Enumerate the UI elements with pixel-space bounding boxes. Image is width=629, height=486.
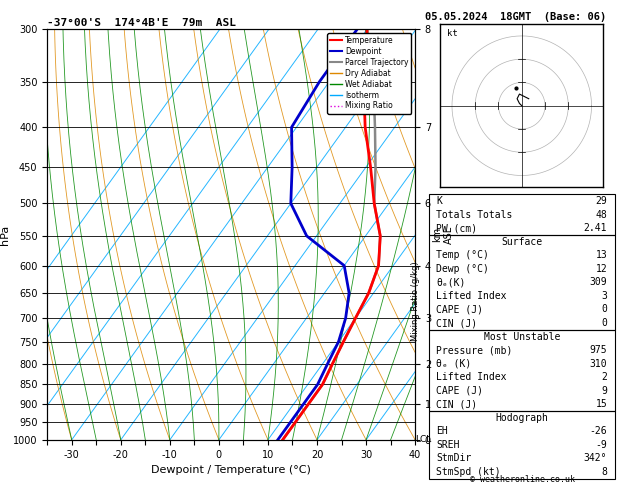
Text: SREH: SREH [437, 440, 460, 450]
Text: 29: 29 [596, 196, 607, 206]
Text: -26: -26 [589, 426, 607, 436]
Text: Hodograph: Hodograph [495, 413, 548, 423]
Bar [429, 194, 615, 235]
Text: 975: 975 [589, 345, 607, 355]
Text: EH: EH [437, 426, 448, 436]
Text: Pressure (mb): Pressure (mb) [437, 345, 513, 355]
Text: 342°: 342° [584, 453, 607, 464]
Text: 48: 48 [596, 209, 607, 220]
Text: Temp (°C): Temp (°C) [437, 250, 489, 260]
X-axis label: Dewpoint / Temperature (°C): Dewpoint / Temperature (°C) [151, 465, 311, 475]
Text: CIN (J): CIN (J) [437, 318, 477, 328]
Text: K: K [437, 196, 442, 206]
Text: 310: 310 [589, 359, 607, 369]
Text: 0: 0 [601, 318, 607, 328]
Text: -37°00'S  174°4B'E  79m  ASL: -37°00'S 174°4B'E 79m ASL [47, 18, 236, 28]
Text: StmDir: StmDir [437, 453, 472, 464]
Text: StmSpd (kt): StmSpd (kt) [437, 467, 501, 477]
Text: 05.05.2024  18GMT  (Base: 06): 05.05.2024 18GMT (Base: 06) [425, 12, 606, 22]
Text: Totals Totals: Totals Totals [437, 209, 513, 220]
Text: CIN (J): CIN (J) [437, 399, 477, 409]
Text: 9: 9 [601, 386, 607, 396]
Legend: Temperature, Dewpoint, Parcel Trajectory, Dry Adiabat, Wet Adiabat, Isotherm, Mi: Temperature, Dewpoint, Parcel Trajectory… [327, 33, 411, 114]
Text: PW (cm): PW (cm) [437, 223, 477, 233]
Bar [429, 330, 615, 411]
Text: 13: 13 [596, 250, 607, 260]
Text: 309: 309 [589, 278, 607, 287]
Text: -9: -9 [596, 440, 607, 450]
Text: 2.41: 2.41 [584, 223, 607, 233]
Text: θₑ (K): θₑ (K) [437, 359, 472, 369]
Text: Lifted Index: Lifted Index [437, 291, 507, 301]
Text: Most Unstable: Most Unstable [484, 331, 560, 342]
Bar [429, 411, 615, 479]
Text: 2: 2 [601, 372, 607, 382]
Y-axis label: km
ASL: km ASL [433, 226, 454, 243]
Text: 15: 15 [596, 399, 607, 409]
Text: Surface: Surface [501, 237, 542, 247]
Text: 8: 8 [601, 467, 607, 477]
Text: Lifted Index: Lifted Index [437, 372, 507, 382]
Text: LCL: LCL [415, 435, 431, 444]
Y-axis label: hPa: hPa [0, 225, 10, 244]
Text: 12: 12 [596, 264, 607, 274]
Text: © weatheronline.co.uk: © weatheronline.co.uk [470, 474, 574, 484]
Text: Dewp (°C): Dewp (°C) [437, 264, 489, 274]
Text: θₑ(K): θₑ(K) [437, 278, 466, 287]
Text: CAPE (J): CAPE (J) [437, 386, 484, 396]
Text: 3: 3 [601, 291, 607, 301]
Text: 0: 0 [601, 304, 607, 314]
Text: Mixing Ratio (g/kg): Mixing Ratio (g/kg) [411, 261, 420, 341]
Text: CAPE (J): CAPE (J) [437, 304, 484, 314]
Bar [429, 235, 615, 330]
Text: kt: kt [447, 29, 458, 38]
